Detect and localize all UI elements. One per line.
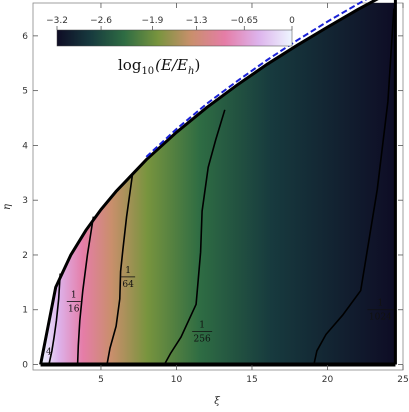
contour-line	[313, 8, 395, 365]
x-axis-ticks: 5 10 15 20 25	[98, 3, 409, 385]
colorbar-tick-label: −0.65	[230, 16, 258, 26]
colorbar-title-base: 10	[141, 66, 154, 77]
contour-label-denominator: 256	[194, 335, 211, 345]
x-tick-label: 5	[98, 375, 104, 385]
colorbar-title-log: log	[118, 56, 142, 74]
colorbar-tick-label: −1.9	[142, 16, 164, 26]
contour-fraction-label: 164	[121, 266, 136, 290]
colorbar-tick-label: −3.2	[46, 16, 68, 26]
contour-lines	[48, 8, 395, 365]
contour-line	[163, 109, 226, 365]
boundary-curve	[39, 0, 397, 365]
contour-label-denominator: 16	[68, 305, 80, 315]
colorbar: −3.2 −2.6 −1.9 −1.3 −0.65 0 log10(E/Eh)	[46, 16, 295, 77]
contour-line	[48, 273, 61, 365]
dashed-blue-curve	[145, 0, 368, 158]
colorbar-ticks: −3.2 −2.6 −1.9 −1.3 −0.65 0	[46, 16, 295, 30]
contour-fraction-label: 116	[66, 291, 81, 315]
colorbar-tick-label: −1.3	[186, 16, 208, 26]
contour-fraction-label: 1 1024	[367, 299, 394, 323]
y-tick-label: 3	[22, 196, 28, 206]
x-axis-label: ξ	[214, 396, 220, 407]
contour-label-denominator: 1024	[369, 313, 392, 323]
contour-line	[76, 216, 95, 365]
contour-label: 4	[46, 348, 52, 358]
colorbar-title: log10(E/Eh)	[118, 56, 200, 77]
colorbar-tick-label: 0	[289, 16, 295, 26]
x-tick-label: 25	[397, 375, 408, 385]
colorbar-title-arg-sub: h	[188, 66, 194, 77]
colorbar-swatch	[56, 29, 293, 47]
contour-label-numerator: 1	[377, 299, 383, 309]
contour-label-numerator: 1	[125, 266, 131, 276]
y-axis-label: η	[2, 204, 13, 210]
colorbar-tick-label: −2.6	[90, 16, 112, 26]
colorbar-title-arg: (E/E	[155, 56, 188, 74]
y-tick-label: 6	[22, 32, 28, 42]
x-tick-label: 15	[246, 375, 257, 385]
y-tick-label: 2	[22, 251, 28, 261]
y-tick-label: 4	[22, 141, 28, 151]
contour-line	[106, 172, 134, 365]
contour-label-denominator: 64	[122, 280, 134, 290]
contour-label-numerator: 1	[71, 291, 77, 301]
y-tick-label: 0	[22, 361, 28, 371]
y-tick-label: 1	[22, 306, 28, 316]
x-tick-label: 20	[322, 375, 334, 385]
colorbar-title-close: )	[194, 56, 200, 74]
x-tick-label: 10	[171, 375, 183, 385]
contour-label-numerator: 1	[199, 321, 205, 331]
y-tick-label: 5	[22, 87, 28, 97]
y-axis-ticks: 0 1 2 3 4 5 6	[22, 32, 403, 371]
